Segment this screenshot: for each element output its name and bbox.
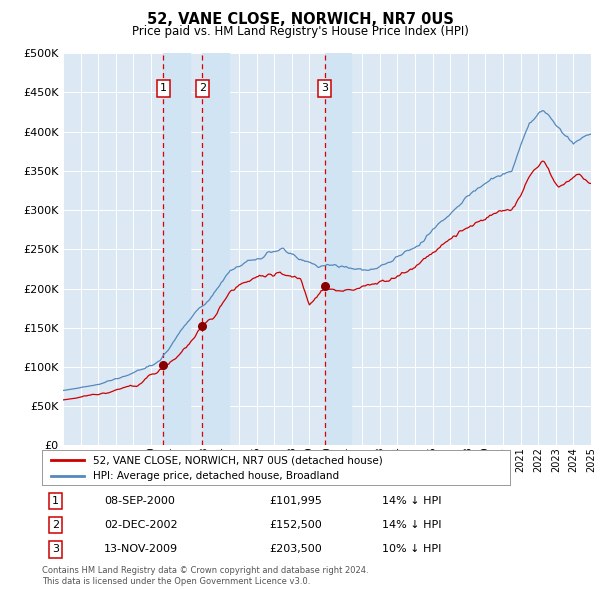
Text: 3: 3 <box>52 544 59 554</box>
Text: This data is licensed under the Open Government Licence v3.0.: This data is licensed under the Open Gov… <box>42 577 310 586</box>
Text: Contains HM Land Registry data © Crown copyright and database right 2024.: Contains HM Land Registry data © Crown c… <box>42 566 368 575</box>
Text: 10% ↓ HPI: 10% ↓ HPI <box>382 544 442 554</box>
Text: 52, VANE CLOSE, NORWICH, NR7 0US: 52, VANE CLOSE, NORWICH, NR7 0US <box>146 12 454 27</box>
Text: 2: 2 <box>52 520 59 530</box>
Text: 3: 3 <box>321 83 328 93</box>
Text: 52, VANE CLOSE, NORWICH, NR7 0US (detached house): 52, VANE CLOSE, NORWICH, NR7 0US (detach… <box>94 455 383 465</box>
Text: 08-SEP-2000: 08-SEP-2000 <box>104 496 175 506</box>
Text: HPI: Average price, detached house, Broadland: HPI: Average price, detached house, Broa… <box>94 471 340 481</box>
Text: £101,995: £101,995 <box>269 496 322 506</box>
Text: 14% ↓ HPI: 14% ↓ HPI <box>382 496 442 506</box>
Bar <box>163 53 190 445</box>
Text: 1: 1 <box>160 83 167 93</box>
Text: £203,500: £203,500 <box>269 544 322 554</box>
Text: 2: 2 <box>199 83 206 93</box>
Bar <box>325 53 351 445</box>
Text: 1: 1 <box>52 496 59 506</box>
Text: 13-NOV-2009: 13-NOV-2009 <box>104 544 178 554</box>
Bar <box>202 53 229 445</box>
Text: Price paid vs. HM Land Registry's House Price Index (HPI): Price paid vs. HM Land Registry's House … <box>131 25 469 38</box>
Text: 02-DEC-2002: 02-DEC-2002 <box>104 520 178 530</box>
Text: £152,500: £152,500 <box>269 520 322 530</box>
Text: 14% ↓ HPI: 14% ↓ HPI <box>382 520 442 530</box>
